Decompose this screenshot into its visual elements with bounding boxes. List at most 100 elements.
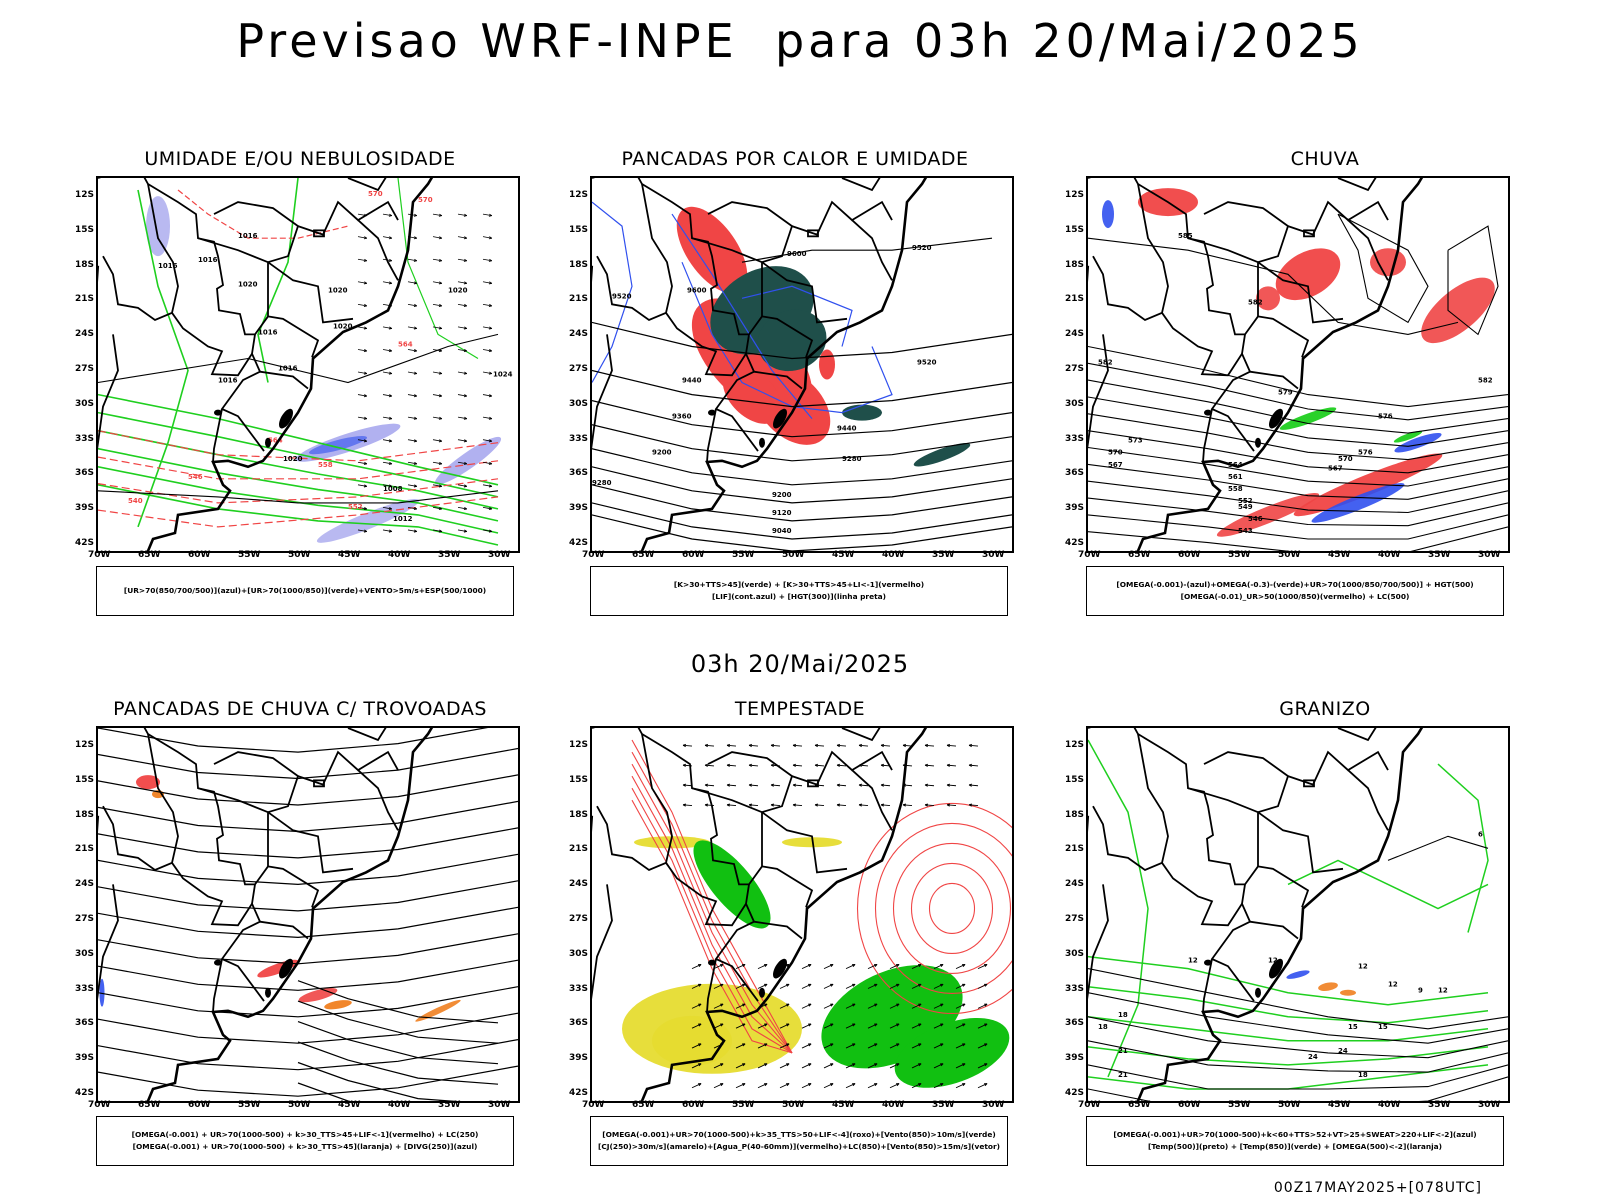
contour-label: 564 [268,437,283,445]
longitude-label: 50W [1278,550,1301,560]
contour-label: 552 [1238,497,1253,505]
contour-label: 576 [1378,413,1393,421]
legend-line: [OMEGA(-0.001)+UR>70(1000-500)+k>35_TTS>… [602,1130,996,1139]
contour-label: 582 [1098,359,1113,367]
legend-line: [OMEGA(-0.001) + UR>70(1000-500) + k>30_… [131,1130,479,1139]
latitude-label: 18S [1064,259,1084,270]
latitude-label: 30S [568,398,588,409]
legend-line: [OMEGA(-0.001)-(azul)+OMEGA(-0.3)-(verde… [1116,580,1474,589]
contour-label: 21 [1118,1047,1128,1055]
contour-label: 1016 [238,232,258,240]
panel-legend: [OMEGA(-0.001)+UR>70(1000-500)+k>35_TTS>… [590,1116,1008,1166]
longitude-label: 65W [632,550,655,560]
contour-label: 12 [1268,957,1278,965]
longitude-label: 35W [1428,550,1451,560]
contour-label: 546 [188,473,203,481]
latitude-label: 42S [568,538,588,548]
contour-label: 24 [1338,1047,1348,1055]
map-frame [96,726,520,1103]
latitude-label: 42S [568,1088,588,1098]
contour-label: 1016 [198,256,218,264]
latitude-label: 18S [74,259,94,270]
footer-run-info: 00Z17MAY2025+[078UTC] [1273,1180,1482,1196]
longitude-label: 45W [1328,1100,1351,1110]
weather-map [592,728,1012,1101]
panel-title: GRANIZO [1279,698,1371,720]
legend-line: [UR>70(850/700/500)](azul)+[UR>70(1000/8… [123,586,487,595]
longitude-label: 60W [188,550,211,560]
contour-label: 12 [1358,963,1368,971]
latitude-label: 30S [1064,948,1084,959]
longitude-label: 50W [288,550,311,560]
longitude-label: 60W [1178,1100,1201,1110]
legend-line: [K>30+TTS>45](verde) + [K>30+TTS>45+LI<-… [673,580,925,589]
latitude-label: 12S [74,740,94,750]
latitude-label: 24S [1064,879,1084,890]
panel-legend: [OMEGA(-0.001) + UR>70(1000-500) + k>30_… [96,1116,514,1166]
latitude-label: 21S [74,294,94,305]
panel-legend: [UR>70(850/700/500)](azul)+[UR>70(1000/8… [96,566,514,616]
contour-label: 9120 [772,509,792,517]
map-frame: 12 12 12 6 9 12 15 18 18 21 24 21 24 18 15 12 [1086,726,1510,1103]
contour-label: 18 [1098,1023,1108,1031]
contour-label: 6 [1478,830,1483,838]
legend-line: [CJ(250)>30m/s](amarelo)+[Agua_P(40-60mm… [598,1142,1000,1151]
latitude-label: 12S [1064,740,1084,750]
contour-label: 1016 [158,262,178,270]
longitude-label: 70W [1078,1100,1101,1110]
latitude-label: 27S [74,364,94,374]
latitude-label: 24S [74,879,94,890]
latitude-label: 21S [1064,294,1084,305]
weather-map: 9600 9520 9600 9520 9520 9440 9440 9360 9280 9200… [592,178,1012,551]
latitude-label: 36S [74,1018,94,1029]
latitude-label: 30S [74,948,94,959]
panel-title: CHUVA [1290,148,1360,170]
latitude-label: 24S [74,329,94,340]
contour-label: 558 [1228,485,1243,493]
contour-label: 1020 [333,322,353,330]
contour-label: 9520 [912,244,932,252]
longitude-label: 35W [932,550,955,560]
contour-label: 1016 [218,377,238,385]
contour-label: 1012 [393,515,413,523]
contour-label: 573 [1128,437,1143,445]
contour-label: 1016 [258,328,278,336]
latitude-label: 42S [74,538,94,548]
latitude-label: 36S [568,468,588,479]
mid-date: 03h 20/Mai/2025 [690,650,910,678]
contour-label: 570 [418,196,433,204]
longitude-label: 55W [238,550,261,560]
latitude-label: 36S [74,468,94,479]
contour-label: 1024 [493,371,513,379]
latitude-label: 21S [568,844,588,855]
longitude-label: 50W [782,1100,805,1110]
longitude-label: 45W [338,550,361,560]
contour-label: 12 [1188,957,1198,965]
contour-label: 582 [1478,377,1493,385]
latitude-label: 12S [74,190,94,200]
longitude-label: 30W [982,550,1005,560]
contour-label: 582 [1248,298,1263,306]
contour-label: 552 [348,503,363,511]
contour-label: 18 [1118,1011,1128,1019]
longitude-label: 40W [1378,550,1401,560]
contour-label: 570 [1338,455,1353,463]
latitude-label: 42S [1064,1088,1084,1098]
latitude-label: 27S [568,364,588,374]
contour-label: 576 [1358,449,1373,457]
panel-title: UMIDADE E/OU NEBULOSIDADE [144,148,456,170]
weather-map [98,728,518,1101]
latitude-label: 15S [74,774,94,785]
latitude-label: 18S [568,809,588,820]
longitude-label: 30W [1478,1100,1501,1110]
contour-label: 9040 [772,527,792,535]
contour-label: 570 [368,190,383,198]
latitude-label: 30S [568,948,588,959]
longitude-label: 70W [88,550,111,560]
contour-label: 546 [1248,515,1263,523]
contour-label: 21 [1118,1071,1128,1079]
latitude-label: 21S [568,294,588,305]
latitude-label: 39S [568,503,588,514]
longitude-label: 65W [632,1100,655,1110]
longitude-label: 40W [388,550,411,560]
